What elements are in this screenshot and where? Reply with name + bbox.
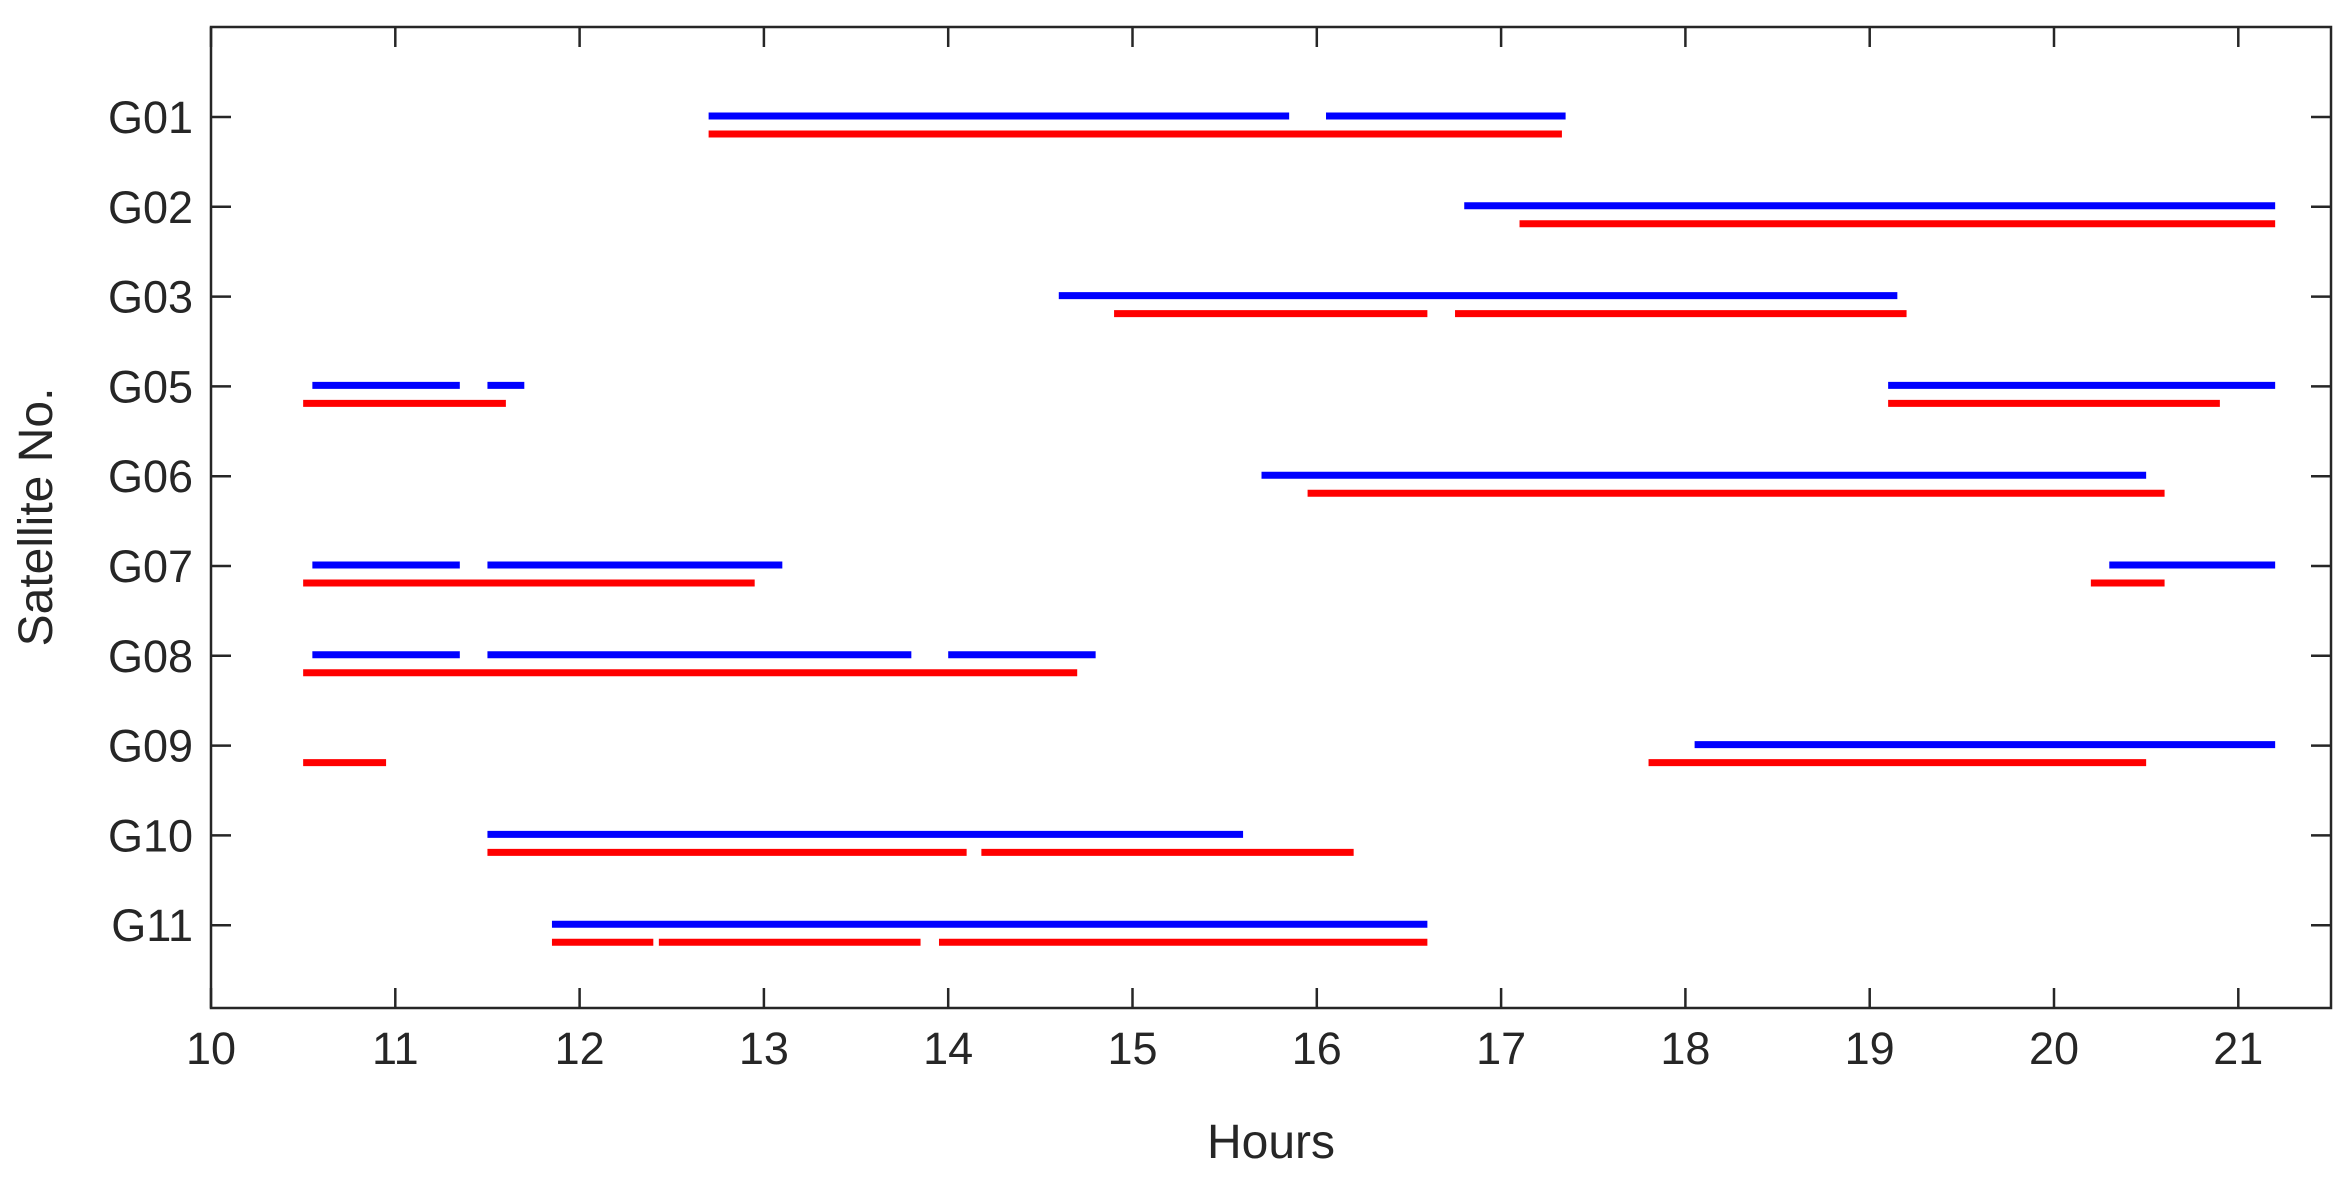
y-tick-label: G01	[108, 92, 193, 143]
y-axis-label: Satellite No.	[10, 388, 63, 647]
y-tick-label: G05	[108, 361, 193, 412]
x-tick-label: 11	[372, 1023, 419, 1074]
y-axis-ticks: G01 G02 G03 G05 G06 G07 G08 G09 G10 G11	[108, 92, 2331, 951]
x-tick-label: 15	[1107, 1023, 1157, 1074]
x-tick-label: 12	[555, 1023, 605, 1074]
y-tick-label: G10	[108, 810, 193, 861]
y-tick-label: G09	[108, 721, 193, 772]
y-tick-label: G02	[108, 182, 193, 233]
y-tick-label: G08	[108, 631, 193, 682]
x-axis-ticks: 10 11 12 13 14 15 16 17 18 19 20 21	[186, 27, 2263, 1074]
series-layer	[303, 112, 2276, 946]
y-tick-label: G11	[111, 900, 193, 951]
x-tick-label: 21	[2213, 1023, 2263, 1074]
x-tick-label: 19	[1845, 1023, 1895, 1074]
x-tick-label: 13	[739, 1023, 789, 1074]
plot-area	[209, 25, 2333, 1010]
y-tick-label: G03	[108, 272, 193, 323]
y-tick-label: G07	[108, 541, 193, 592]
x-tick-label: 18	[1660, 1023, 1710, 1074]
x-axis-label: Hours	[1207, 1116, 1335, 1169]
x-tick-label: 10	[186, 1023, 236, 1074]
x-tick-label: 20	[2029, 1023, 2079, 1074]
y-tick-label: G06	[108, 451, 193, 502]
x-tick-label: 17	[1476, 1023, 1526, 1074]
x-tick-label: 16	[1292, 1023, 1342, 1074]
x-tick-label: 14	[923, 1023, 973, 1074]
